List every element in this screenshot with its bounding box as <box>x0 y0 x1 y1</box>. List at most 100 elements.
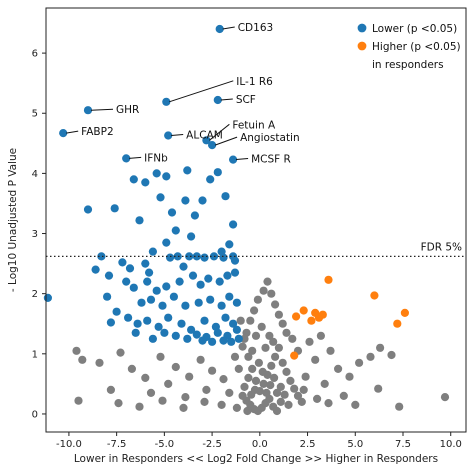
data-point <box>131 328 140 337</box>
data-point <box>158 396 167 405</box>
data-point <box>258 367 267 376</box>
data-point <box>227 337 236 346</box>
data-point <box>232 298 241 307</box>
data-point <box>305 337 314 346</box>
data-point <box>103 292 112 301</box>
data-point <box>234 334 243 343</box>
data-point <box>179 403 188 412</box>
x-tick-label: -5.0 <box>155 439 175 450</box>
x-axis-title: Lower in Responders << Log2 Fold Change … <box>74 453 438 465</box>
data-point <box>395 402 404 411</box>
data-point <box>244 373 253 382</box>
data-point <box>145 268 154 277</box>
data-point <box>192 252 201 261</box>
data-point <box>127 364 136 373</box>
legend-label-lower: Lower (p <0.05) <box>372 23 457 35</box>
data-point <box>297 397 306 406</box>
y-axis-title: - Log10 Unadjusted P Value <box>7 148 19 292</box>
data-point <box>72 346 81 355</box>
data-point <box>301 372 310 381</box>
data-point <box>143 316 152 325</box>
data-point <box>122 154 131 163</box>
annotation-leader <box>90 108 114 111</box>
data-point <box>181 196 190 205</box>
data-point <box>266 381 275 390</box>
data-point <box>292 312 301 321</box>
data-point <box>148 247 157 256</box>
data-point <box>135 402 144 411</box>
data-point <box>251 331 261 340</box>
x-tick-label: 0.0 <box>252 439 268 450</box>
data-point <box>166 253 175 262</box>
legend-marker <box>357 41 367 51</box>
data-point <box>116 348 125 357</box>
data-point <box>225 240 234 249</box>
data-point <box>217 247 226 256</box>
x-tick-label: 5.0 <box>347 439 363 450</box>
data-point <box>257 322 266 331</box>
series-0-points <box>43 24 243 346</box>
data-point <box>215 277 224 286</box>
data-point <box>164 131 173 140</box>
data-point <box>225 388 234 397</box>
data-point <box>200 316 209 325</box>
data-point <box>278 319 287 328</box>
data-point <box>339 391 348 400</box>
data-point <box>185 372 194 381</box>
annotation-label: ALCAM <box>186 130 223 142</box>
data-point <box>78 355 87 364</box>
data-point <box>106 385 115 394</box>
data-point <box>158 301 167 310</box>
data-point <box>141 259 150 268</box>
data-point <box>238 342 247 351</box>
data-point <box>206 175 215 184</box>
y-tick-label: 4 <box>32 169 38 180</box>
data-point <box>299 385 308 394</box>
data-point <box>162 282 171 291</box>
data-point <box>219 375 228 384</box>
data-point <box>247 390 256 399</box>
data-point <box>311 355 320 364</box>
data-point <box>188 271 198 280</box>
data-point <box>156 193 165 202</box>
x-tick-label: 10.0 <box>440 439 462 450</box>
data-point <box>274 310 283 319</box>
legend-marker <box>357 23 367 33</box>
data-point <box>146 388 156 397</box>
data-point <box>307 316 316 325</box>
data-point <box>345 372 354 381</box>
data-point <box>196 280 205 289</box>
legend-markers <box>357 23 367 51</box>
x-tick-label: 2.5 <box>300 439 316 450</box>
data-point <box>187 325 196 334</box>
data-point <box>213 328 222 337</box>
data-point <box>370 291 379 300</box>
data-point <box>83 205 93 214</box>
data-point <box>217 301 226 310</box>
data-point <box>208 141 217 150</box>
data-point <box>162 172 171 181</box>
data-point <box>183 166 192 175</box>
series-2-points <box>72 277 450 416</box>
data-point <box>254 358 263 367</box>
annotation-leader <box>220 98 233 101</box>
data-point <box>221 192 230 201</box>
data-point <box>229 220 238 229</box>
data-point <box>112 307 121 316</box>
annotation-leader <box>236 158 249 161</box>
plot-frame <box>45 7 467 433</box>
data-point <box>219 336 228 345</box>
data-point <box>171 331 180 340</box>
data-point <box>393 319 402 328</box>
data-point <box>278 358 287 367</box>
data-point <box>160 328 169 337</box>
data-point <box>208 366 217 375</box>
data-point <box>230 352 240 361</box>
data-point <box>248 364 257 373</box>
data-point <box>261 343 270 352</box>
data-point <box>114 399 123 408</box>
data-point <box>248 346 257 355</box>
data-point <box>374 384 383 393</box>
data-point <box>137 298 146 307</box>
y-axis: 0 1 2 3 4 5 6 <box>32 49 46 420</box>
